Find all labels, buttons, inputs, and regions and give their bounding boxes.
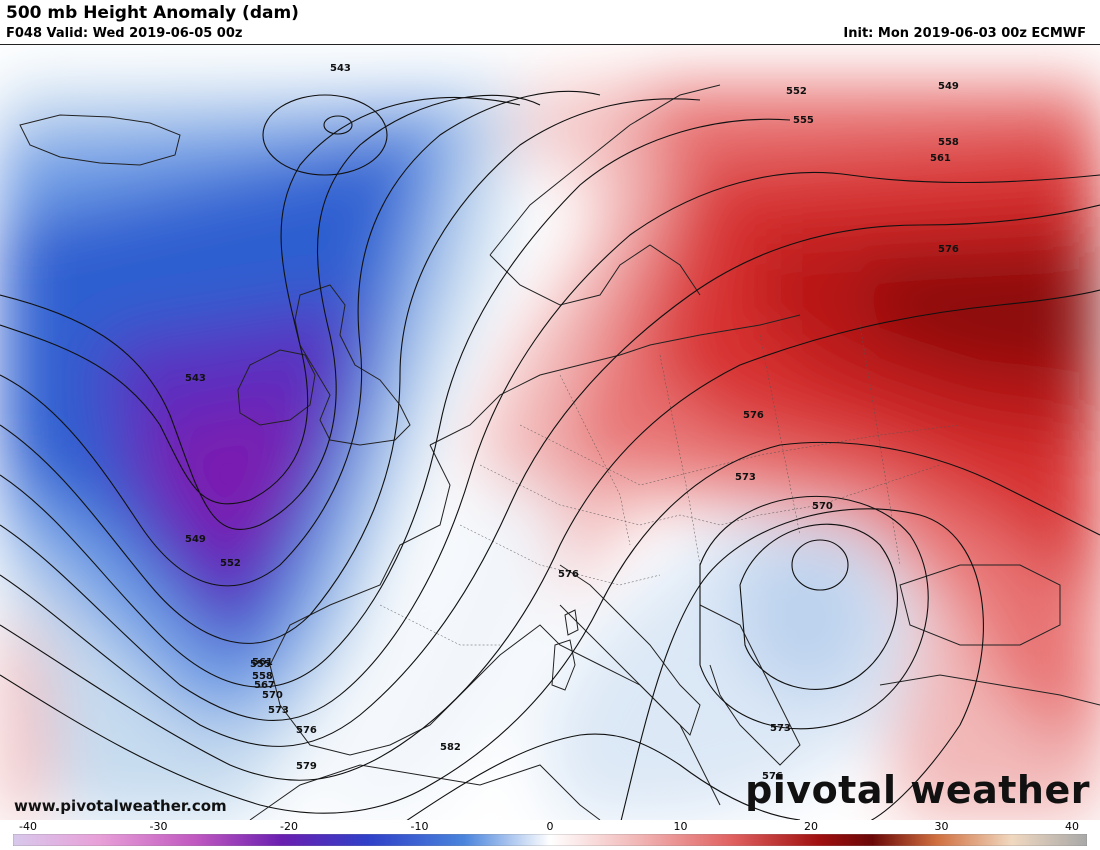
contour-label: 570 [262, 690, 283, 701]
colorbar [13, 834, 1087, 846]
contour-label: 573 [735, 472, 756, 483]
contour-label: 552 [786, 86, 807, 97]
contour-label: 555 [250, 659, 271, 670]
colorbar-tick-label: -20 [280, 820, 298, 833]
init-time: Init: Mon 2019-06-03 00z ECMWF [843, 26, 1086, 41]
anomaly-map: 543 543 549 552 555 558 561 567 570 573 … [0, 45, 1100, 820]
colorbar-tick-label: -10 [410, 820, 429, 833]
pivotal-weather-logo: pivotal weather [745, 768, 1090, 812]
contour-label: 573 [770, 723, 791, 734]
colorbar-labels: -40 -30 -20 -10 0 10 20 30 40 [0, 820, 1100, 834]
colorbar-tick-label: 20 [804, 820, 818, 833]
colorbar-tick-label: 0 [546, 820, 554, 833]
contour-label: 549 [938, 81, 959, 92]
colorbar-tick-label: 10 [673, 820, 688, 833]
contour-label: 558 [938, 137, 959, 148]
contour-label: 573 [268, 705, 289, 716]
contour-label: 576 [762, 771, 783, 782]
colorbar-tick-label: -40 [19, 820, 37, 833]
height-contours [0, 90, 1100, 820]
map-header: 500 mb Height Anomaly (dam) F048 Valid: … [0, 0, 1100, 45]
contour-label: 543 [185, 373, 206, 384]
contour-label: 561 [252, 657, 273, 668]
contour-labels: 543 543 549 552 555 558 561 567 570 573 … [185, 63, 959, 782]
contour-label: 576 [558, 569, 579, 580]
colorbar-tick-label: 40 [1065, 820, 1079, 833]
colorbar-tick-label: -30 [149, 820, 168, 833]
valid-time: F048 Valid: Wed 2019-06-05 00z [6, 26, 243, 41]
contour-label: 549 [185, 534, 206, 545]
colorbar-tick-label: 30 [934, 820, 949, 833]
contour-label: 555 [793, 115, 814, 126]
contour-label: 561 [930, 153, 951, 164]
contour-label: 543 [330, 63, 351, 74]
contour-label: 552 [220, 558, 241, 569]
anomaly-map-svg: 543 543 549 552 555 558 561 567 570 573 … [0, 45, 1100, 820]
map-title: 500 mb Height Anomaly (dam) [6, 3, 299, 23]
contour-label: 576 [938, 244, 959, 255]
contour-label: 576 [743, 410, 764, 421]
contour-label: 582 [440, 742, 461, 753]
contour-label: 558 [252, 671, 273, 682]
contour-label: 570 [812, 501, 833, 512]
coastlines [19, 84, 1100, 820]
contour-label: 576 [296, 725, 317, 736]
contour-label: 567 [254, 680, 275, 691]
contour-label: 579 [296, 761, 317, 772]
website-url: www.pivotalweather.com [14, 797, 227, 815]
